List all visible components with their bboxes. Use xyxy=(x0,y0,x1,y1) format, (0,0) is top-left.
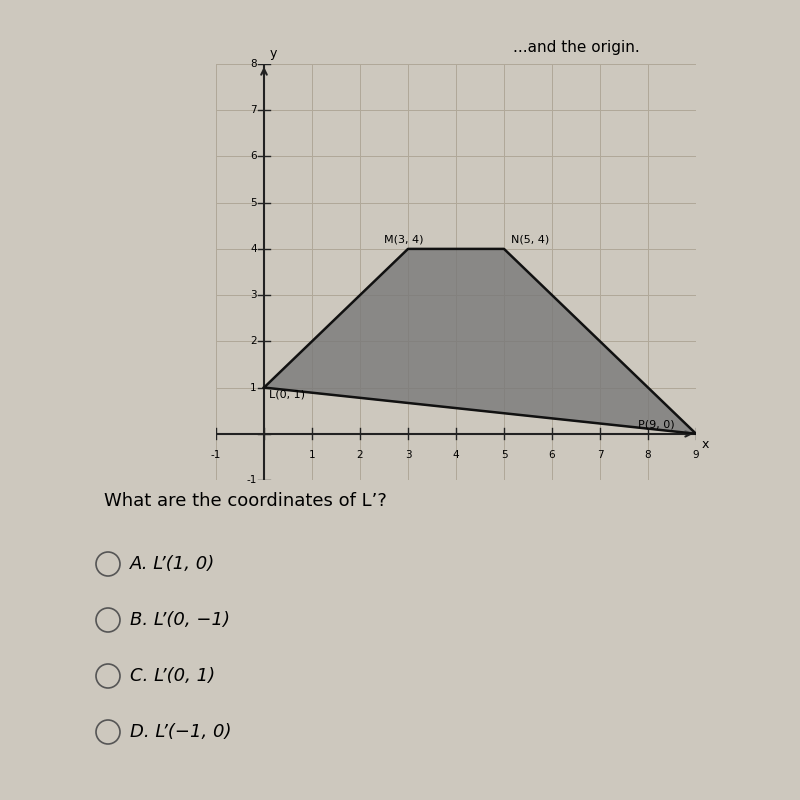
Text: 8: 8 xyxy=(250,59,257,69)
Text: 5: 5 xyxy=(250,198,257,208)
Text: 1: 1 xyxy=(250,382,257,393)
Text: 5: 5 xyxy=(501,450,507,460)
Text: 2: 2 xyxy=(250,336,257,346)
Text: 6: 6 xyxy=(250,151,257,162)
Text: 3: 3 xyxy=(250,290,257,300)
Text: -1: -1 xyxy=(246,475,257,485)
Text: P(9, 0): P(9, 0) xyxy=(638,419,675,429)
Text: x: x xyxy=(702,438,710,450)
Text: 1: 1 xyxy=(309,450,315,460)
Text: D. L’(−1, 0): D. L’(−1, 0) xyxy=(130,723,232,741)
Text: C. L’(0, 1): C. L’(0, 1) xyxy=(130,667,215,685)
Text: 7: 7 xyxy=(597,450,603,460)
Polygon shape xyxy=(264,249,696,434)
Text: 8: 8 xyxy=(645,450,651,460)
Text: B. L’(0, −1): B. L’(0, −1) xyxy=(130,611,230,629)
Text: 9: 9 xyxy=(693,450,699,460)
Text: M(3, 4): M(3, 4) xyxy=(384,234,423,244)
Text: 4: 4 xyxy=(250,244,257,254)
Text: y: y xyxy=(270,47,278,60)
Text: L(0, 1): L(0, 1) xyxy=(269,390,305,400)
Text: 3: 3 xyxy=(405,450,411,460)
Text: 4: 4 xyxy=(453,450,459,460)
Text: A. L’(1, 0): A. L’(1, 0) xyxy=(130,555,216,573)
Text: What are the coordinates of L’?: What are the coordinates of L’? xyxy=(104,492,387,510)
Text: ...and the origin.: ...and the origin. xyxy=(513,40,639,55)
Text: 7: 7 xyxy=(250,106,257,115)
Text: -1: -1 xyxy=(211,450,221,460)
Text: 6: 6 xyxy=(549,450,555,460)
Text: 2: 2 xyxy=(357,450,363,460)
Text: N(5, 4): N(5, 4) xyxy=(511,234,550,244)
